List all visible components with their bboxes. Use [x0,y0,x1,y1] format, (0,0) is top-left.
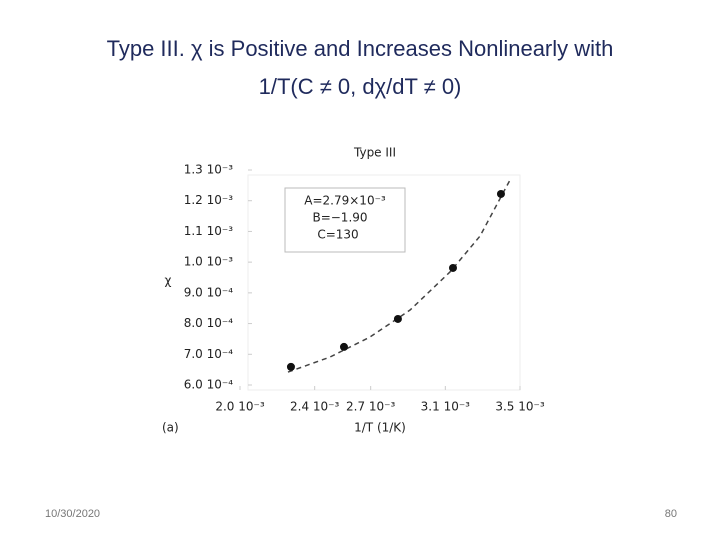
plot-frame [247,174,521,391]
data-point [393,314,402,323]
y-tick-label: 1.3 10⁻³ [184,163,234,177]
slide-date: 10/30/2020 [45,508,100,520]
fit-curve [287,179,511,373]
x-tick-label: 3.1 10⁻³ [421,400,471,414]
x-tick-label: 2.0 10⁻³ [215,400,265,414]
x-tick-label: 2.4 10⁻³ [290,400,340,414]
y-tick-label: 1.2 10⁻³ [184,193,234,207]
x-tick-label: 3.5 10⁻³ [495,400,545,414]
y-tick-label: 1.1 10⁻³ [184,224,234,238]
y-tick-label: 1.0 10⁻³ [184,255,234,269]
y-tick-label: 6.0 10⁻⁴ [184,378,234,392]
data-point [286,362,295,371]
panel-label: (a) [162,421,179,435]
y-tick-label: 8.0 10⁻⁴ [184,316,234,330]
y-axis-label: χ [165,274,172,288]
y-tick-label: 7.0 10⁻⁴ [184,347,234,361]
y-tick-label: 9.0 10⁻⁴ [184,285,234,299]
slide-number: 80 [665,508,677,520]
slide-title: 1/T(C ≠ 0, dχ/dT ≠ 0) [259,74,462,99]
slide-title: Type III. χ is Positive and Increases No… [107,36,614,61]
data-point [496,189,505,198]
chart-title: Type III [353,146,396,160]
annotation: C=130 [317,228,358,242]
x-tick-label: 2.7 10⁻³ [346,400,396,414]
annotation: A=2.79×10⁻³ [304,194,386,208]
data-point [339,342,348,351]
data-point [448,263,457,272]
x-axis-label: 1/T (1/K) [354,421,406,435]
annotation: B=−1.90 [312,211,367,225]
annotation-box [284,187,406,253]
